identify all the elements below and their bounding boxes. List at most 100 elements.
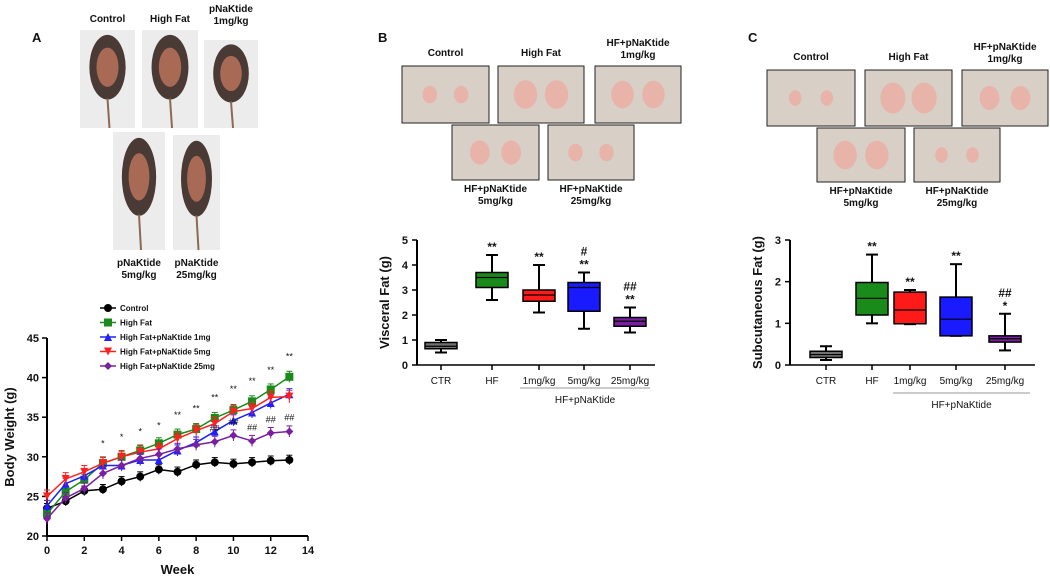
significance-mark: **: [249, 376, 257, 386]
data-point: [61, 474, 70, 483]
data-point: [117, 452, 126, 461]
significance-mark: **: [487, 240, 497, 254]
data-point: [229, 431, 238, 440]
data-point: [248, 404, 257, 413]
photo-label: Control: [428, 48, 464, 59]
box-iqr: [475, 271, 509, 289]
data-point: [285, 372, 294, 381]
data-point: [80, 484, 89, 493]
fat-pad-photo: Control: [401, 48, 490, 124]
significance-mark: **: [286, 351, 294, 361]
fat-pad: [544, 80, 569, 109]
significance-mark: **: [951, 249, 961, 263]
data-point: [43, 501, 51, 510]
x-tick-label: 2: [81, 545, 87, 557]
box-ctr: [424, 339, 458, 354]
box-iqr: [522, 289, 556, 302]
data-point: [117, 461, 126, 470]
x-tick-label: 5mg/kg: [940, 376, 973, 387]
box-hf: **: [475, 240, 509, 301]
photo-frame: [816, 127, 906, 183]
data-point: [229, 407, 238, 416]
series-high-fat-pnaktide-25mg: [43, 425, 294, 525]
y-axis-title: Visceral Fat (g): [377, 256, 392, 349]
y-tick-label: 2: [775, 277, 781, 289]
y-tick-label: 40: [27, 373, 39, 385]
series-high-fat: [43, 370, 294, 520]
photo-frame: [913, 127, 1001, 183]
x-tick-label: 25mg/kg: [611, 376, 649, 387]
box-ctr: [809, 345, 843, 361]
significance-mark: ##: [247, 423, 257, 433]
photo-label: 5mg/kg: [121, 270, 156, 281]
mouse-abdomen: [187, 155, 206, 202]
data-point: [43, 492, 51, 501]
x-tick-label: 0: [44, 545, 50, 557]
box-iqr: [893, 291, 927, 325]
fat-pad: [935, 147, 948, 163]
x-tick-label: HF: [485, 376, 498, 387]
legend-label: High Fat+pNaKtide 1mg: [120, 333, 211, 342]
y-tick-label: 3: [402, 285, 408, 297]
significance-mark: ##: [998, 286, 1012, 300]
legend-marker: [104, 304, 112, 312]
data-point: [43, 514, 51, 523]
series-line: [46, 395, 290, 497]
legend-label: High Fat: [120, 319, 152, 328]
photo-label: High Fat: [889, 52, 930, 63]
y-tick-label: 0: [402, 360, 408, 372]
photo-frame: [594, 65, 682, 124]
photo-label: 25mg/kg: [937, 198, 978, 209]
y-tick-label: 35: [27, 412, 39, 424]
y-axis-title: Body Weight (g): [2, 387, 17, 486]
significance-mark: **: [905, 275, 915, 289]
data-point: [173, 467, 182, 476]
mouse-photo: High Fat: [142, 14, 198, 129]
x-axis-title: Week: [161, 562, 195, 577]
significance-mark: **: [230, 384, 238, 394]
significance-mark: **: [211, 393, 219, 403]
data-point: [210, 419, 219, 428]
fat-pad: [966, 147, 979, 163]
data-point: [210, 458, 219, 467]
data-point: [192, 426, 201, 435]
significance-mark: *: [157, 420, 161, 430]
x-tick-label: 1mg/kg: [894, 376, 927, 387]
body-weight-chart: 20 25 30 35 40 45 0 2 4 6 8 10 12 14 Week Body Weight (…: [2, 304, 315, 577]
box-5mg-kg: **: [939, 249, 973, 337]
significance-mark: #: [581, 245, 588, 259]
photo-label: HF+pNaKtide: [464, 184, 528, 195]
data-point: [173, 434, 182, 443]
data-point: [285, 427, 294, 436]
x-tick-label: 10: [227, 545, 239, 557]
x-tick-label: 12: [265, 545, 277, 557]
x-tick-label: HF: [865, 376, 878, 387]
data-point: [192, 440, 201, 449]
significance-mark: **: [579, 258, 589, 272]
mouse-abdomen: [128, 153, 150, 201]
photo-frame: [547, 124, 635, 181]
series-high-fat-pnaktide-5mg: [43, 389, 294, 503]
box-25mg-kg: **##: [613, 280, 647, 334]
data-point: [117, 477, 126, 486]
data-point: [136, 454, 145, 463]
x-tick-label: CTR: [431, 376, 452, 387]
data-point: [266, 456, 275, 465]
significance-mark: **: [267, 365, 275, 375]
panel-letter-b: B: [378, 30, 387, 45]
data-point: [98, 469, 107, 478]
photo-frame: [451, 124, 540, 181]
data-point: [229, 459, 238, 468]
significance-mark: *: [120, 432, 124, 442]
photo-label: 25mg/kg: [176, 270, 217, 281]
legend-label: High Fat+pNaKtide 25mg: [120, 362, 215, 371]
data-point: [210, 437, 219, 446]
fat-pad: [453, 85, 469, 104]
x-tick-label: 4: [119, 545, 126, 557]
photo-label: pNaKtide: [117, 258, 161, 269]
data-point: [98, 485, 107, 494]
